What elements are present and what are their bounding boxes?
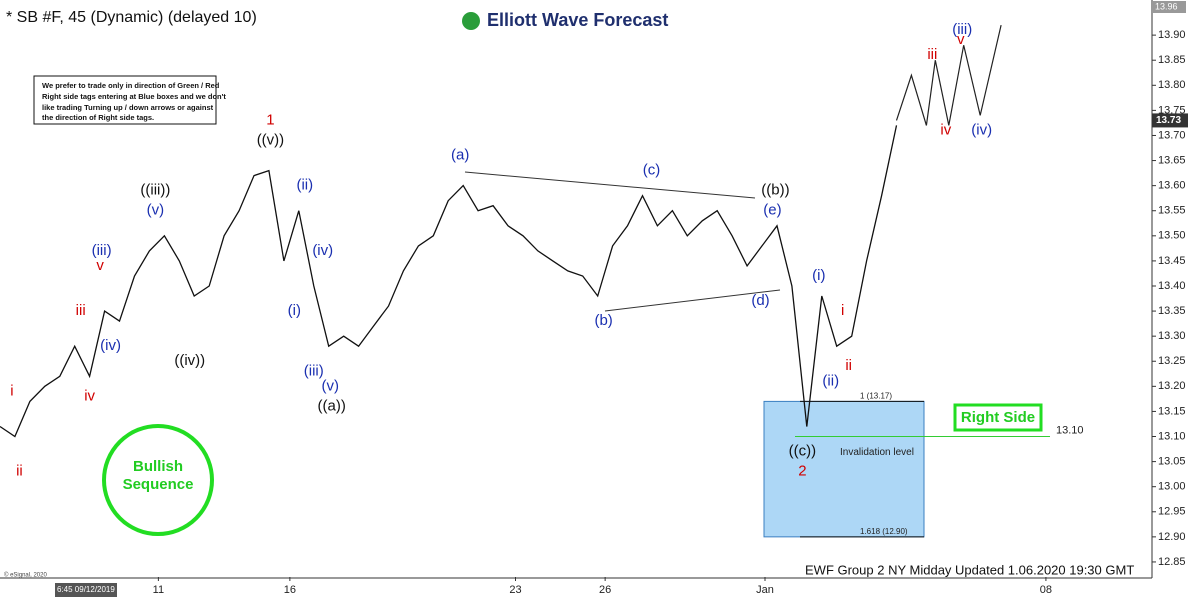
wave-label: (iii)	[304, 362, 324, 379]
wave-label: ((iii))	[140, 182, 170, 199]
note-box	[33, 75, 217, 125]
wave-label: 2	[798, 463, 806, 480]
right-side-text: Right Side	[961, 409, 1035, 426]
projection-line	[895, 24, 1002, 126]
triangle-line	[604, 289, 781, 312]
wave-label: v	[96, 257, 104, 274]
wave-label: v	[957, 31, 965, 48]
y-tick-label: 13.70	[1158, 129, 1186, 141]
wave-label: ii	[16, 463, 23, 480]
badge: Bullish Sequence	[122, 458, 194, 493]
wave-label: (e)	[763, 202, 781, 219]
wave-label: (iii)	[952, 21, 972, 38]
wave-label: (v)	[321, 377, 339, 394]
wave-label: (d)	[751, 292, 769, 309]
fib-label: 1 (13.17)	[860, 392, 892, 401]
target-box	[763, 400, 925, 538]
wave-label: ii	[845, 357, 852, 374]
note: the direction of Right side tags.	[42, 113, 154, 122]
wave-label: ((v))	[257, 131, 284, 148]
wave-label: (b)	[594, 312, 612, 329]
x-tick-label: 16	[284, 584, 296, 596]
triangle-line	[464, 171, 756, 199]
y-tick-label: 13.35	[1158, 305, 1186, 317]
y-tick-label: 13.50	[1158, 230, 1186, 242]
y-tick-label: 13.30	[1158, 330, 1186, 342]
last-price-tag	[1152, 113, 1188, 128]
y-tick-label: 13.00	[1158, 481, 1186, 493]
invalidation-value: 13.10	[1056, 424, 1084, 436]
wave-label: (iv)	[312, 242, 333, 259]
note: like trading Turning up / down arrows or…	[42, 103, 214, 112]
y-tick-label: 13.60	[1158, 180, 1186, 192]
y-tick-label: 13.45	[1158, 255, 1186, 267]
y-tick-label: 12.95	[1158, 506, 1186, 518]
copyright: © eSignal, 2020	[4, 572, 47, 579]
x-tick-label: 26	[599, 584, 611, 596]
badge-circle	[102, 424, 214, 536]
y-tick-label: 12.90	[1158, 531, 1186, 543]
wave-label: (ii)	[822, 372, 839, 389]
wave-label: i	[841, 302, 844, 319]
wave-label: 1	[266, 111, 274, 128]
time-box	[55, 583, 117, 597]
wave-label: iv	[84, 387, 95, 404]
logo: Elliott Wave Forecast	[487, 10, 668, 30]
y-tick-label: 13.15	[1158, 405, 1186, 417]
x-tick-label: 23	[509, 584, 521, 596]
wave-label: (iv)	[971, 121, 992, 138]
last-price-label: 13.73	[1156, 115, 1181, 126]
wave-label: (i)	[288, 302, 301, 319]
badge-text: Bullish Sequence	[122, 458, 194, 493]
wave-label: i	[10, 382, 13, 399]
wave-label: (iii)	[92, 242, 112, 259]
y-tick-label: 13.75	[1158, 104, 1186, 116]
wave-label: (c)	[643, 162, 661, 179]
start-time: 6:45 09/12/2019	[57, 585, 115, 594]
invalidation-label: Invalidation level	[840, 447, 914, 458]
price-line	[0, 125, 898, 438]
right-side-tag	[953, 403, 1043, 432]
top-price-label: 13.96	[1155, 1, 1178, 11]
wave-label: ((iv))	[174, 352, 205, 369]
y-tick-label: 13.65	[1158, 154, 1186, 166]
y-tick-label: 13.25	[1158, 355, 1186, 367]
y-tick-label: 13.85	[1158, 54, 1186, 66]
y-tick-label: 13.05	[1158, 456, 1186, 468]
wave-label: (ii)	[296, 177, 313, 194]
wave-label: (iv)	[100, 337, 121, 354]
fib-label: 1.618 (12.90)	[860, 527, 908, 536]
logo-icon	[462, 12, 480, 30]
wave-label: (v)	[147, 202, 165, 219]
top-price-tag	[1152, 1, 1186, 13]
wave-label: iii	[76, 302, 86, 319]
wave-label: (i)	[812, 267, 825, 284]
x-tick-label: 08	[1040, 584, 1052, 596]
y-tick-label: 13.10	[1158, 430, 1186, 442]
wave-label: iii	[927, 46, 937, 63]
chart-title: * SB #F, 45 (Dynamic) (delayed 10)	[6, 9, 257, 26]
footer: EWF Group 2 NY Midday Updated 1.06.2020 …	[805, 562, 1134, 577]
y-tick-label: 12.85	[1158, 556, 1186, 568]
x-tick-label: 11	[153, 584, 164, 596]
y-tick-label: 13.90	[1158, 29, 1186, 41]
wave-label: iv	[940, 121, 951, 138]
x-tick-label: Jan	[756, 584, 774, 596]
y-tick-label: 13.20	[1158, 380, 1186, 392]
y-tick-label: 13.80	[1158, 79, 1186, 91]
y-tick-label: 13.40	[1158, 280, 1186, 292]
note: Right side tags entering at Blue boxes a…	[42, 92, 226, 101]
y-tick-label: 13.55	[1158, 205, 1186, 217]
wave-label: ((b))	[761, 182, 789, 199]
wave-label: ((a))	[318, 397, 346, 414]
wave-label: (a)	[451, 147, 469, 164]
wave-label: ((c))	[789, 443, 816, 460]
note: We prefer to trade only in direction of …	[42, 81, 220, 90]
